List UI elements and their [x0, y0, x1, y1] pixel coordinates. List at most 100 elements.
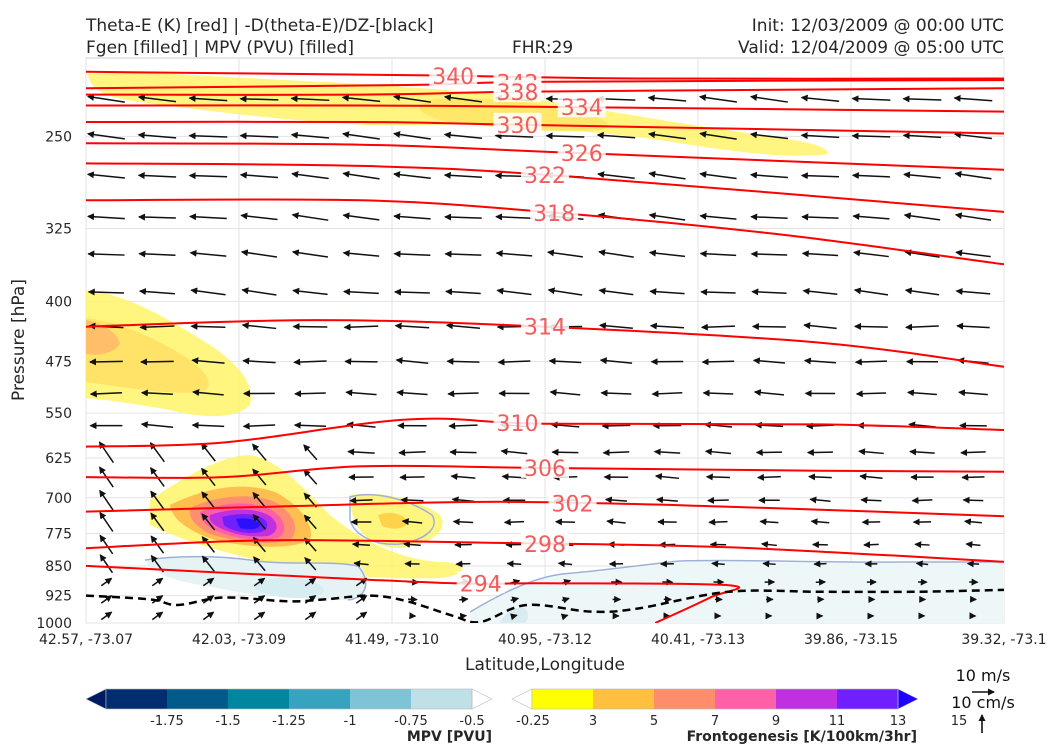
wind-vector: [189, 249, 227, 257]
wind-vector: [443, 171, 483, 179]
title-left-line1: Theta-E (K) [red] | -D(theta-E)/DZ-[blac…: [85, 16, 434, 36]
wind-vector: [700, 323, 735, 331]
colorbar-swatch: [228, 689, 290, 709]
x-axis-label: Latitude,Longitude: [465, 655, 625, 675]
wind-vector: [495, 213, 533, 221]
wind-vector: [452, 518, 474, 526]
wind-vector: [510, 596, 520, 604]
wind-vector: [702, 389, 734, 397]
wind-vector: [191, 357, 225, 365]
wind-vector: [751, 288, 787, 296]
y-tick-label: 325: [45, 221, 72, 237]
wind-vector: [904, 249, 940, 258]
y-tick-label: 625: [45, 451, 72, 467]
wind-vector: [447, 390, 479, 398]
wind-vector: [760, 541, 777, 548]
wind-vector: [151, 577, 164, 587]
wind-vector: [596, 131, 636, 139]
wind-vector: [906, 389, 937, 397]
wind-vector: [808, 473, 832, 481]
theta-e-label-322: 322: [524, 164, 566, 189]
wind-vector: [557, 560, 573, 568]
wind-vector: [392, 94, 431, 103]
wind-vector: [699, 212, 737, 220]
contour-label-bg: [493, 410, 542, 433]
forecast-hour: FHR:29: [512, 38, 573, 58]
wind-vector: [138, 250, 176, 258]
theta-e-label-330: 330: [496, 114, 538, 139]
wind-vector: [394, 322, 430, 330]
wind-vector: [961, 473, 985, 481]
wind-vector: [648, 170, 686, 180]
wind-vector: [751, 323, 786, 331]
wind-vector: [343, 323, 379, 331]
wind-vector: [800, 172, 839, 180]
wind-vector: [914, 541, 930, 549]
wind-vector: [294, 390, 326, 398]
x-tick-label: 42.57, -73.07: [39, 632, 133, 648]
wind-vector: [99, 554, 114, 574]
wind-vector: [188, 95, 228, 102]
wind-vector: [598, 287, 634, 296]
wind-vector: [291, 212, 329, 221]
wind-vector: [87, 288, 125, 296]
wind-vector: [653, 448, 681, 456]
y-tick-label: 1000: [36, 616, 72, 632]
wind-vector: [654, 473, 680, 481]
wind-vector: [960, 449, 986, 457]
wind-vector: [510, 613, 518, 621]
wind-vector: [699, 171, 737, 180]
theta-e-label-302: 302: [552, 492, 594, 517]
wind-vector: [860, 496, 882, 504]
wind-vector: [351, 541, 371, 548]
wind-vector: [188, 172, 228, 180]
wind-vector: [705, 473, 731, 481]
wind-vector: [450, 473, 476, 481]
stability-dashed-contour: [86, 588, 1004, 623]
wind-vector: [88, 358, 123, 366]
colorbar-tick-label: -0.5: [459, 714, 484, 729]
frontogenesis-colorbar: 3 5 7 9 11 13 15: [511, 688, 967, 729]
wind-vector: [99, 489, 114, 511]
wind-vector: [449, 448, 477, 456]
wind-vector: [151, 611, 164, 621]
theta-e-contour-338: [86, 87, 1004, 96]
wind-vector: [304, 556, 317, 571]
wind-vector: [252, 468, 267, 486]
wind-vector: [190, 287, 226, 296]
wind-vector: [500, 448, 528, 456]
wind-vector: [292, 287, 328, 296]
theta-e-contour-298: [86, 539, 1004, 563]
wind-vector: [598, 249, 634, 258]
wind-vector: [355, 595, 368, 604]
colorbar-tick-label: 5: [650, 714, 658, 729]
contour-label-bg: [548, 491, 597, 514]
wind-vector: [342, 170, 380, 180]
wind-vector: [253, 611, 266, 621]
wind-vector: [604, 496, 628, 504]
wind-vector: [597, 171, 635, 179]
wind-vector: [953, 131, 992, 140]
wind-vector: [253, 556, 266, 572]
wind-vector: [150, 490, 165, 510]
theta-e-label-294: 294: [460, 572, 502, 597]
wind-vector: [355, 611, 368, 621]
wind-vector: [954, 170, 992, 180]
wind-vector: [353, 560, 369, 568]
wind-vector: [444, 250, 482, 258]
colorbar-swatch: [411, 689, 473, 709]
theta-e-contour-334: [86, 104, 1004, 113]
quiver-key: 10 m/s 10 cm/s: [951, 666, 1015, 733]
wind-vector: [704, 448, 732, 456]
wind-vector: [756, 473, 781, 481]
wind-vector: [252, 491, 267, 509]
contour-label-bg: [456, 571, 505, 594]
wind-vector: [649, 288, 685, 296]
y-tick-label: 850: [45, 559, 72, 575]
wind-vector: [201, 513, 216, 531]
colorbar-tick-label: 7: [711, 714, 719, 729]
wind-vector: [858, 448, 884, 456]
theta-e-contour-294: [86, 564, 740, 623]
colorbar-swatch: [167, 689, 229, 709]
